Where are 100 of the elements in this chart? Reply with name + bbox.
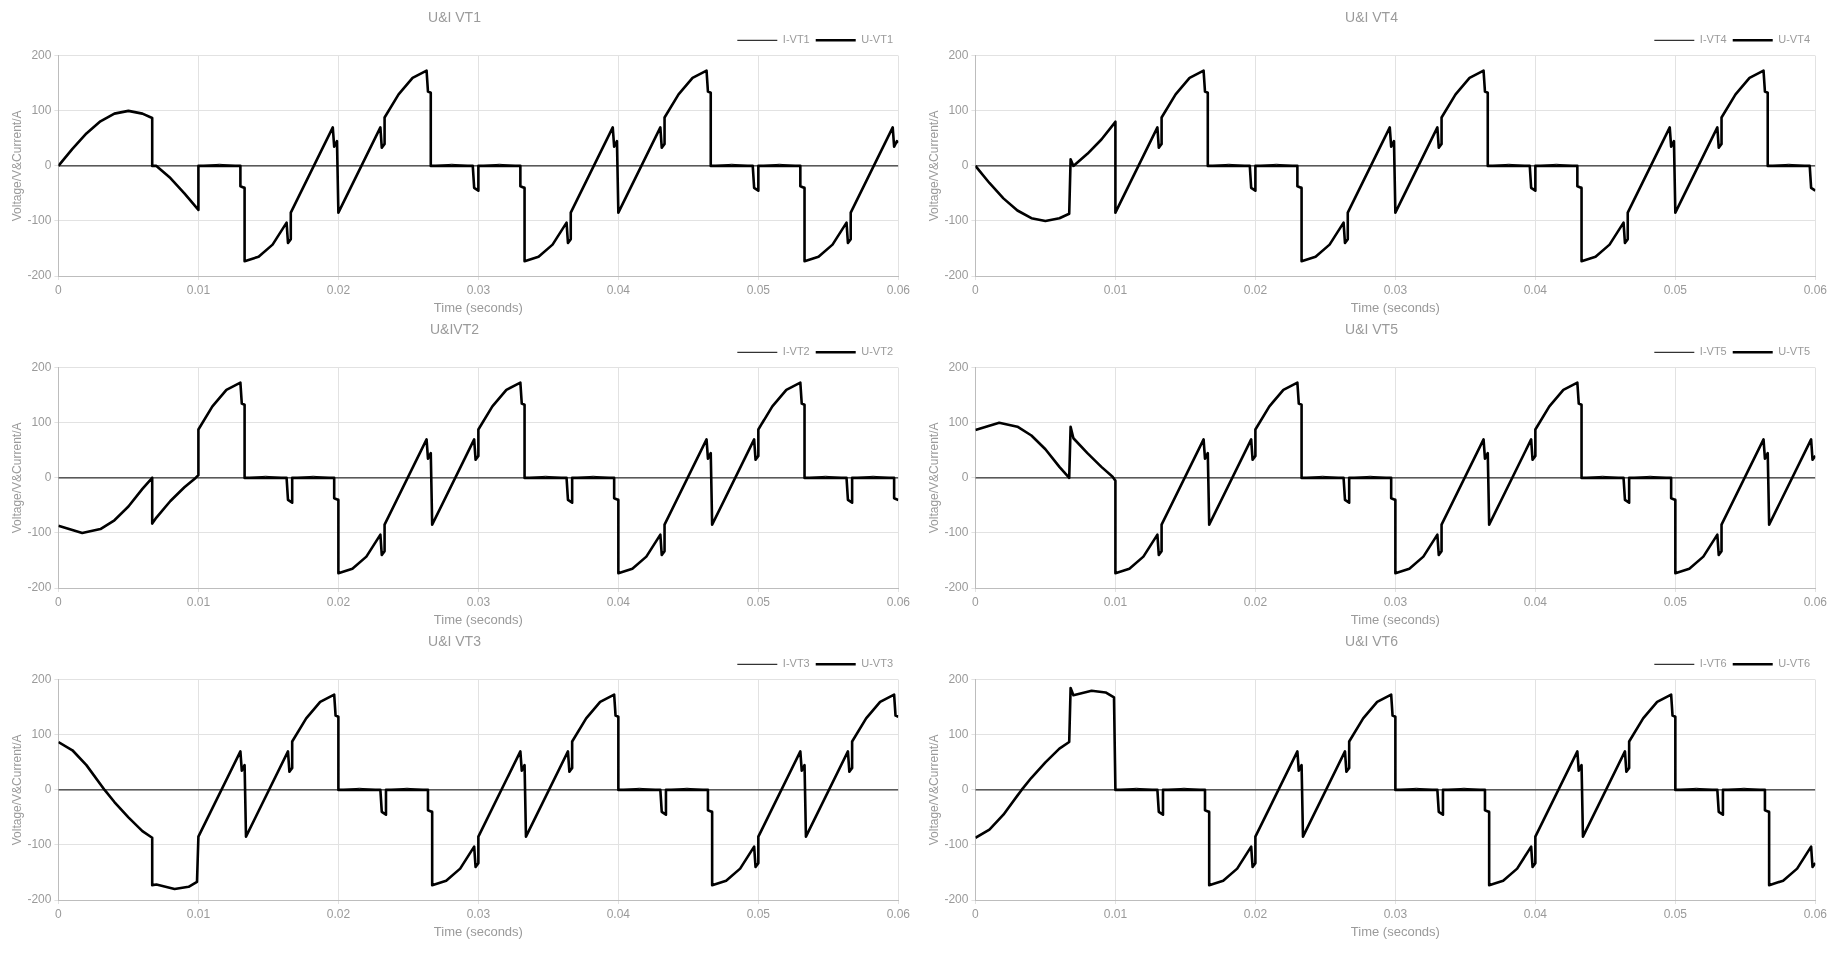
legend-label: I-VT3	[782, 657, 810, 670]
x-tick-label: 0.01	[1103, 282, 1128, 297]
x-tick-label: 0	[972, 282, 980, 297]
y-tick-label: -100	[27, 837, 52, 852]
x-tick-label: 0.03	[466, 282, 491, 297]
x-tick-label: 0.05	[1663, 282, 1688, 297]
x-axis-title: Time (seconds)	[1350, 611, 1440, 627]
legend-label: U-VT6	[1778, 657, 1810, 670]
x-tick-label: 0.01	[186, 906, 211, 921]
y-tick-label: -100	[27, 213, 52, 228]
y-tick-label: -200	[27, 268, 52, 283]
y-tick-label: 0	[961, 782, 969, 797]
y-tick-label: -100	[27, 525, 52, 540]
y-axis-title: Voltage/V&Current/A	[9, 734, 24, 846]
y-axis-title: Voltage/V&Current/A	[926, 422, 941, 534]
x-tick-label: 0.06	[1803, 594, 1828, 609]
y-tick-label: -100	[944, 525, 969, 540]
y-tick-label: 100	[31, 727, 52, 742]
x-tick-label: 0.04	[606, 906, 631, 921]
y-tick-label: 200	[948, 360, 969, 375]
y-tick-label: 0	[44, 470, 52, 485]
x-tick-label: 0.02	[326, 594, 351, 609]
y-tick-label: 100	[948, 727, 969, 742]
y-tick-label: 0	[961, 158, 969, 173]
x-tick-label: 0.06	[886, 906, 911, 921]
y-tick-label: 100	[31, 103, 52, 118]
y-tick-label: 200	[948, 48, 969, 63]
x-tick-label: 0.01	[1103, 594, 1128, 609]
x-tick-label: 0.03	[466, 906, 491, 921]
x-tick-label: 0.01	[186, 282, 211, 297]
y-tick-label: 200	[31, 360, 52, 375]
y-tick-label: 200	[948, 672, 969, 687]
y-tick-label: 0	[44, 158, 52, 173]
x-tick-label: 0.02	[326, 906, 351, 921]
x-tick-label: 0.04	[1523, 906, 1548, 921]
x-tick-label: 0	[972, 594, 980, 609]
x-tick-label: 0	[55, 906, 63, 921]
y-tick-label: -200	[944, 268, 969, 283]
y-axis-title: Voltage/V&Current/A	[9, 422, 24, 534]
x-axis-title: Time (seconds)	[433, 923, 523, 939]
y-tick-label: 200	[31, 48, 52, 63]
x-tick-label: 0.06	[1803, 282, 1828, 297]
x-tick-label: 0.02	[1243, 906, 1268, 921]
x-tick-label: 0.04	[606, 282, 631, 297]
x-tick-label: 0.03	[466, 594, 491, 609]
y-tick-label: 100	[948, 415, 969, 430]
y-tick-label: -200	[27, 892, 52, 907]
legend-label: U-VT2	[861, 345, 893, 358]
legend-label: I-VT5	[1699, 345, 1727, 358]
legend-label: I-VT6	[1699, 657, 1727, 670]
chart-title: U&I VT6	[1345, 633, 1399, 650]
legend-label: U-VT4	[1778, 33, 1810, 46]
x-tick-label: 0.04	[1523, 594, 1548, 609]
chart-title: U&IVT2	[429, 321, 480, 338]
y-axis-title: Voltage/V&Current/A	[926, 110, 941, 222]
legend-label: I-VT1	[782, 33, 810, 46]
x-tick-label: 0.02	[1243, 282, 1268, 297]
x-tick-label: 0.03	[1383, 906, 1408, 921]
x-axis-title: Time (seconds)	[433, 299, 523, 315]
x-tick-label: 0.03	[1383, 594, 1408, 609]
chart-title: U&I VT1	[428, 9, 482, 26]
x-tick-label: 0.03	[1383, 282, 1408, 297]
x-tick-label: 0.02	[1243, 594, 1268, 609]
chart-title: U&I VT4	[1345, 9, 1399, 26]
x-tick-label: 0.05	[746, 906, 771, 921]
x-axis-title: Time (seconds)	[1350, 299, 1440, 315]
x-tick-label: 0.06	[1803, 906, 1828, 921]
y-tick-label: 0	[44, 782, 52, 797]
y-tick-label: 100	[948, 103, 969, 118]
x-tick-label: 0.04	[1523, 282, 1548, 297]
x-tick-label: 0	[972, 906, 980, 921]
y-tick-label: -200	[944, 580, 969, 595]
x-tick-label: 0.01	[1103, 906, 1128, 921]
x-tick-label: 0.06	[886, 594, 911, 609]
legend-label: I-VT4	[1699, 33, 1727, 46]
x-tick-label: 0	[55, 594, 63, 609]
chart-title: U&I VT5	[1345, 321, 1399, 338]
y-tick-label: -200	[27, 580, 52, 595]
legend-label: U-VT5	[1778, 345, 1810, 358]
x-tick-label: 0.02	[326, 282, 351, 297]
x-tick-label: 0.05	[746, 594, 771, 609]
x-tick-label: 0.05	[1663, 906, 1688, 921]
x-axis-title: Time (seconds)	[1350, 923, 1440, 939]
y-tick-label: 0	[961, 470, 969, 485]
y-tick-label: -100	[944, 837, 969, 852]
y-axis-title: Voltage/V&Current/A	[926, 734, 941, 846]
legend-label: U-VT1	[861, 33, 893, 46]
y-tick-label: 200	[31, 672, 52, 687]
y-tick-label: -100	[944, 213, 969, 228]
legend-label: I-VT2	[782, 345, 810, 358]
x-tick-label: 0.06	[886, 282, 911, 297]
y-tick-label: 100	[31, 415, 52, 430]
legend-label: U-VT3	[861, 657, 893, 670]
x-tick-label: 0.05	[1663, 594, 1688, 609]
x-tick-label: 0	[55, 282, 63, 297]
x-tick-label: 0.05	[746, 282, 771, 297]
x-tick-label: 0.04	[606, 594, 631, 609]
y-tick-label: -200	[944, 892, 969, 907]
x-tick-label: 0.01	[186, 594, 211, 609]
chart-title: U&I VT3	[428, 633, 482, 650]
